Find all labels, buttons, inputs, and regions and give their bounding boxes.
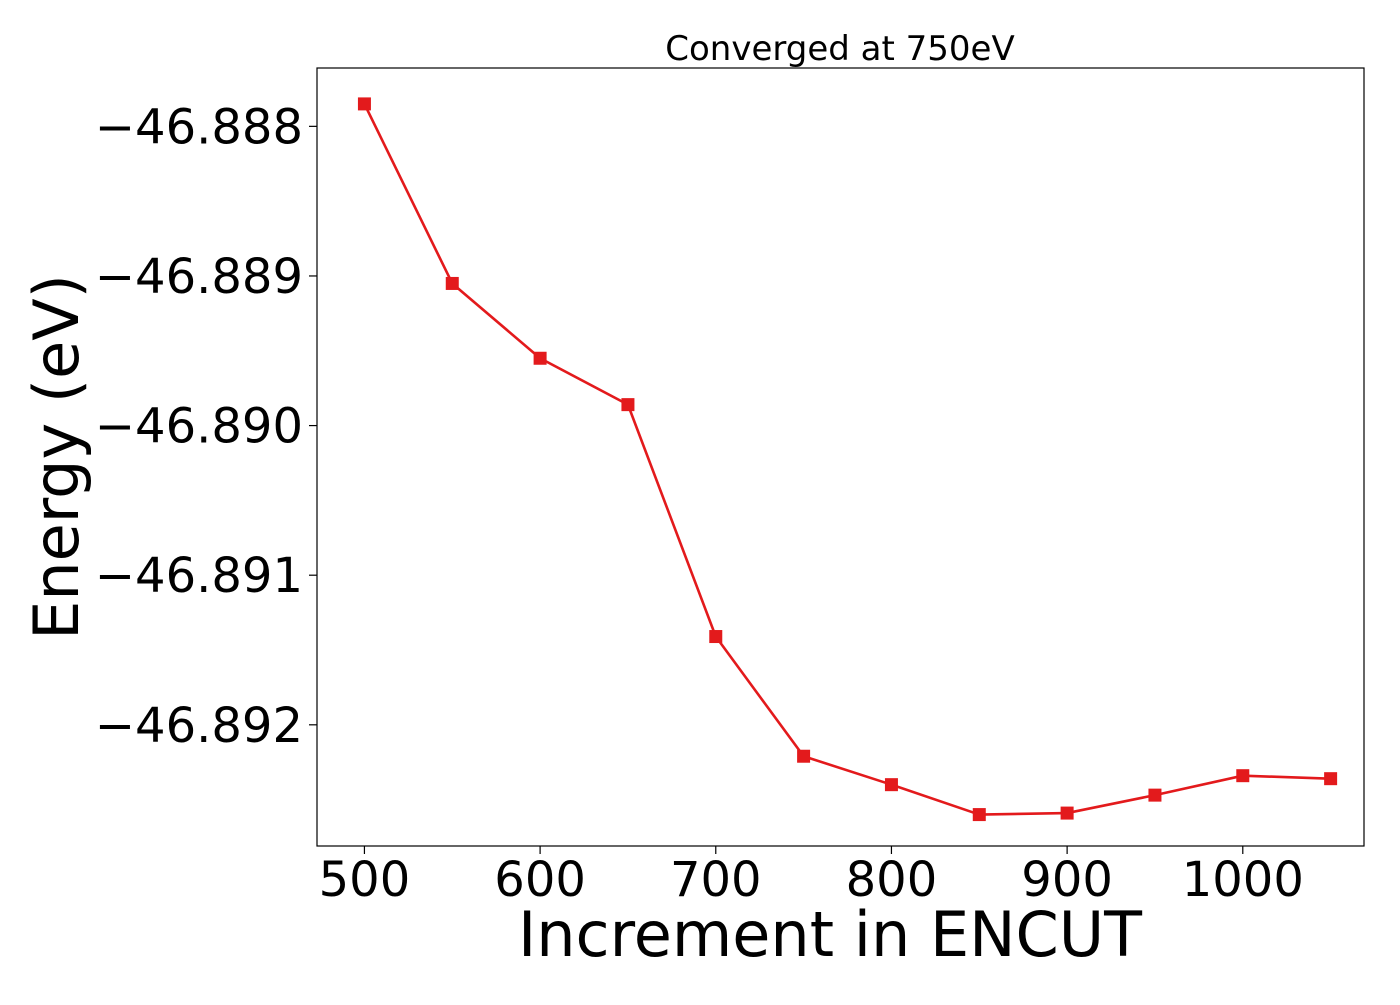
y-tick-label: −46.890	[95, 399, 303, 455]
data-point-marker	[709, 630, 723, 644]
data-point-marker	[1148, 788, 1162, 802]
y-axis-title: Energy (eV)	[20, 274, 93, 640]
y-axis-ticks: −46.888 −46.889 −46.890 −46.891 −46.892	[95, 99, 317, 754]
data-point-marker	[1236, 769, 1250, 783]
data-point-marker	[1060, 806, 1074, 820]
data-point-marker	[884, 778, 898, 792]
x-axis-title: Increment in ENCUT	[518, 898, 1143, 971]
chart-title: Converged at 750eV	[665, 29, 1014, 69]
data-point-marker	[357, 97, 371, 111]
x-tick-label: 600	[494, 852, 586, 908]
y-tick-label: −46.891	[95, 548, 303, 604]
data-point-marker	[445, 276, 459, 290]
data-point-marker	[797, 749, 811, 763]
energy-series-line	[363, 103, 1331, 816]
data-point-marker	[1324, 772, 1338, 786]
x-tick-label: 700	[670, 852, 762, 908]
y-tick-label: −46.889	[95, 249, 303, 305]
x-tick-label: 800	[846, 852, 938, 908]
x-tick-label: 1000	[1182, 852, 1304, 908]
x-tick-label: 500	[319, 852, 411, 908]
y-tick-label: −46.888	[95, 99, 303, 155]
series-layer	[357, 97, 1338, 822]
plot-area-frame	[316, 67, 1365, 847]
x-axis-ticks: 500 600 700 800 900 1000	[319, 846, 1304, 908]
data-point-marker	[621, 398, 635, 412]
x-tick-label: 900	[1021, 852, 1113, 908]
data-point-marker	[533, 351, 547, 365]
y-tick-label: −46.892	[95, 698, 303, 754]
data-point-marker	[972, 808, 986, 822]
